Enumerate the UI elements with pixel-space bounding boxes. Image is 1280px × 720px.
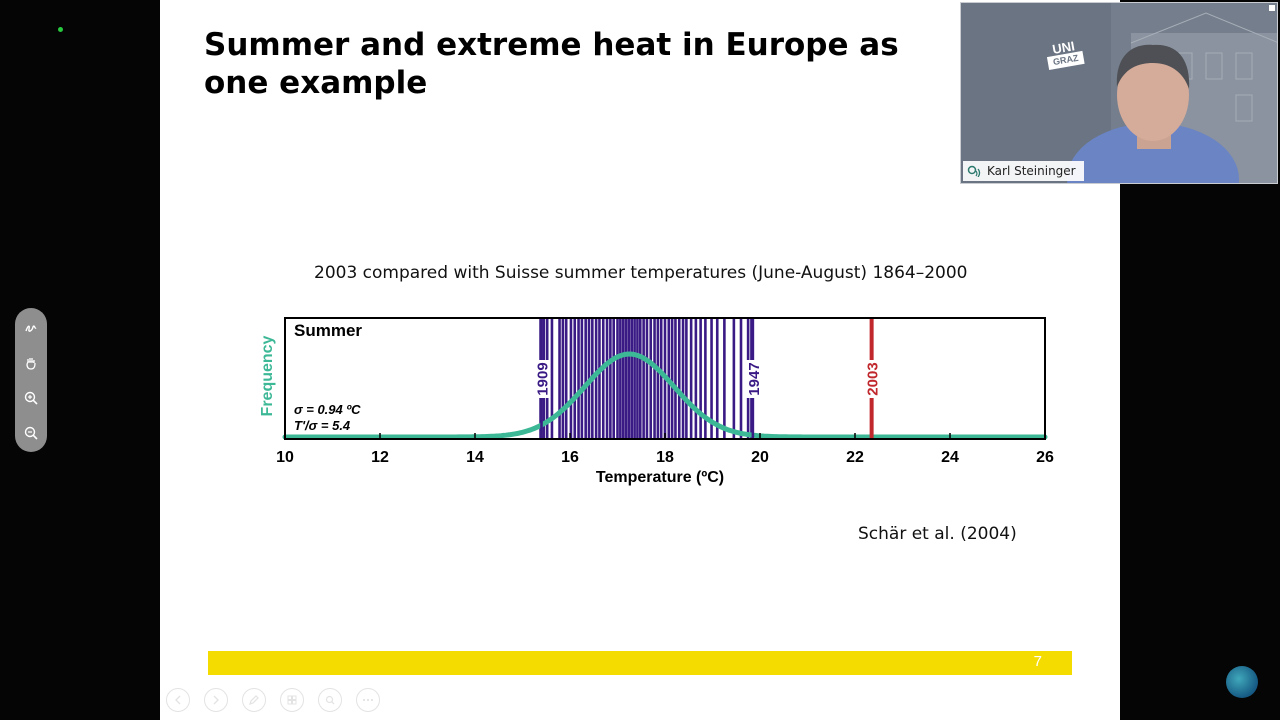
year-label-1947: 1947	[746, 362, 763, 395]
x-tick-label: 12	[371, 449, 389, 466]
x-axis-ticks: 10 12 14 16 18 20 22 24 26	[276, 433, 1054, 466]
year-label-2003: 2003	[865, 362, 882, 395]
video-background	[961, 3, 1277, 183]
y-axis-label: Frequency	[259, 335, 276, 416]
video-corner-icon	[1269, 5, 1275, 11]
year-lines-layer	[539, 318, 753, 439]
more-icon[interactable]	[356, 688, 380, 712]
x-tick-label: 20	[751, 449, 769, 466]
year-label-1909: 1909	[535, 362, 552, 395]
citation: Schär et al. (2004)	[858, 524, 1017, 544]
pen-icon[interactable]	[242, 688, 266, 712]
frequency-distribution-curve	[282, 351, 1048, 440]
year-labels-layer: 1909 1947 2003	[533, 318, 882, 439]
zoom-in-icon[interactable]	[15, 380, 47, 416]
x-tick-label: 14	[466, 449, 484, 466]
zoom-out-icon[interactable]	[15, 415, 47, 451]
x-tick-label: 16	[561, 449, 579, 466]
ratio-stat: T'/σ = 5.4	[294, 418, 351, 433]
previous-icon[interactable]	[166, 688, 190, 712]
sigma-stat: σ = 0.94 ºC	[294, 402, 361, 417]
assistant-icon[interactable]	[1226, 666, 1258, 698]
page-number: 7	[1033, 653, 1042, 670]
x-tick-label: 18	[656, 449, 674, 466]
annotation-toolbar	[15, 308, 47, 452]
presentation-slide: Summer and extreme heat in Europe as one…	[160, 0, 1120, 720]
x-tick-label: 10	[276, 449, 294, 466]
year-label-background	[533, 360, 550, 398]
audio-icon	[967, 165, 981, 177]
uni-graz-logo: UNI GRAZ	[1045, 38, 1086, 74]
participant-name: Karl Steininger	[987, 164, 1076, 178]
temperature-chart: 1909 1947 2003 Summer σ = 0.94 ºC T'/σ = 5…	[259, 317, 1054, 486]
hand-icon[interactable]	[15, 345, 47, 381]
presentation-controls	[166, 688, 380, 714]
chart-subtitle: 2003 compared with Suisse summer tempera…	[314, 263, 968, 283]
year-label-background	[744, 360, 761, 398]
year-label-background	[863, 360, 880, 398]
participant-video[interactable]: UNI GRAZ Karl Steininger	[960, 2, 1278, 184]
zoom-icon[interactable]	[318, 688, 342, 712]
x-tick-label: 26	[1036, 449, 1054, 466]
pen-icon[interactable]	[15, 310, 47, 346]
x-tick-label: 22	[846, 449, 864, 466]
footer-bar: 7	[208, 651, 1072, 675]
status-dot-icon	[58, 27, 63, 32]
slides-icon[interactable]	[280, 688, 304, 712]
x-tick-label: 24	[941, 449, 959, 466]
x-axis-label: Temperature (ºC)	[596, 469, 724, 486]
next-icon[interactable]	[204, 688, 228, 712]
participant-name-tag: Karl Steininger	[963, 161, 1084, 181]
slide-title: Summer and extreme heat in Europe as one…	[204, 27, 899, 101]
panel-label: Summer	[294, 321, 362, 340]
